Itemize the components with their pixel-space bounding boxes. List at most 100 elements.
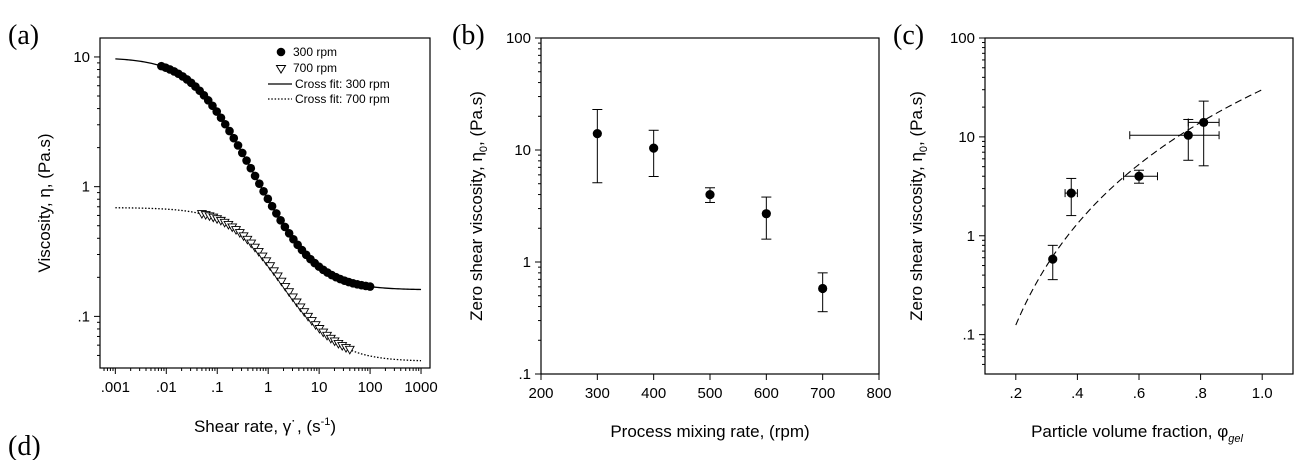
x-tick-label: 200 [528,385,553,402]
data-point-300rpm [280,222,290,232]
data-point [1199,117,1209,128]
data-point-300rpm [263,194,273,204]
data-point [1134,171,1144,181]
data-point-700rpm [284,288,295,298]
data-point-300rpm [250,171,260,181]
x-tick-label: 100 [358,379,383,396]
data-point-300rpm [242,156,251,165]
y-tick-label: 1 [967,228,975,245]
x-tick-label: 1 [264,379,272,396]
panel-a: (a) .001 .01 .1 1 10 100 1000 .1 1 10 300 rpm 700… [8,20,438,436]
x-axis-label-a: Shear rate, γ˙, (s-1) [194,416,336,436]
data-point-700rpm [344,345,355,355]
data-point-300rpm [233,141,243,150]
legend-marker-300rpm [276,47,286,57]
x-axis-label-b: Process mixing rate, (rpm) [610,422,809,441]
panel-label-b: (b) [452,20,485,51]
data-point-300rpm [225,126,234,136]
fit-curve-line [1015,89,1263,326]
data-point-300rpm [216,113,226,123]
legend-label-crossfit-300: Cross fit: 300 rpm [295,77,390,91]
y-tick-label: .1 [518,366,531,383]
panel-label-d: (d) [8,431,41,460]
data-point [1048,254,1058,264]
data-point-300rpm [220,119,230,129]
y-axis-label-c: Zero shear viscosity, η0, (Pa.s) [907,91,930,321]
x-tick-label: 400 [641,385,666,402]
x-tick-label: .01 [156,379,177,396]
data-point-300rpm [276,216,285,225]
data-point [705,189,715,200]
axis-ticks-b: 200 300 400 500 600 700 800 .1 1 10 100 [506,30,892,402]
data-point [818,283,828,294]
y-tick-label: .1 [77,308,90,325]
x-tick-label: .1 [211,379,224,396]
data-point-300rpm [267,201,277,211]
x-tick-label: .8 [1194,385,1207,402]
axis-ticks-c: .2 .4 .6 .8 1.0 .1 1 10 100 [950,30,1273,402]
x-tick-label: 600 [754,385,779,402]
x-tick-label: 10 [311,379,328,396]
y-axis-label-a: Viscosity, η, (Pa.s) [35,133,54,272]
data-point-300rpm [212,107,222,116]
legend-label-700rpm: 700 rpm [293,61,337,75]
plot-frame-a [99,37,431,369]
series-group-a [115,58,422,362]
legend-marker-700rpm [275,65,287,74]
axis-ticks-a: .001 .01 .1 1 10 100 1000 .1 1 10 [73,49,437,396]
x-tick-label: 300 [585,385,610,402]
data-point-300rpm [229,133,239,143]
legend-label-crossfit-700: Cross fit: 700 rpm [295,92,390,106]
panel-label-a: (a) [8,20,39,51]
y-tick-label: 1 [82,179,90,196]
data-point-300rpm [255,179,264,188]
series-group-b [592,108,828,313]
x-tick-label: .2 [1010,385,1023,402]
x-tick-label: .6 [1133,385,1146,402]
data-point-700rpm [276,277,287,287]
y-tick-label: 100 [506,30,531,47]
data-point-700rpm [249,243,261,253]
data-point-300rpm [365,282,375,291]
y-tick-label: 100 [950,30,975,47]
data-point [761,209,771,219]
x-axis-label-c: Particle volume fraction, φgel [1031,422,1243,445]
x-tick-label: 700 [810,385,835,402]
data-point-700rpm [261,257,272,267]
data-point [1066,188,1076,198]
data-point-700rpm [299,308,310,318]
data-point-700rpm [280,283,291,292]
data-point-300rpm [272,209,281,218]
data-point-300rpm [284,228,294,238]
data-point-700rpm [303,312,314,322]
x-tick-label: 1.0 [1252,385,1273,402]
crossfit-700-line [115,207,422,362]
data-point [592,129,602,139]
data-point-300rpm [246,163,256,173]
x-tick-label: 500 [697,385,722,402]
x-tick-label: .001 [101,379,130,396]
data-point [1183,130,1193,140]
y-tick-label: 10 [958,129,975,146]
y-tick-label: 10 [73,49,90,66]
data-point-700rpm [291,298,302,308]
x-tick-label: 800 [866,385,891,402]
y-tick-label: 1 [523,254,531,271]
x-tick-label: 1000 [404,379,437,396]
series-group-c [1047,100,1220,281]
plot-frame-b [540,37,880,375]
x-tick-label: .4 [1071,385,1084,402]
plot-frame-c [984,37,1294,375]
data-point-700rpm [272,272,283,282]
data-point-700rpm [265,262,276,272]
y-tick-label: 10 [514,142,531,159]
data-point-700rpm [268,267,280,277]
panel-b: (b) 200 300 400 500 600 700 800 .1 1 10 100 Proces… [452,20,892,441]
panel-label-c: (c) [893,20,924,51]
data-point-300rpm [237,148,247,158]
data-point-700rpm [253,248,264,257]
data-point-300rpm [259,187,268,196]
y-tick-label: .1 [962,327,975,344]
y-axis-label-b: Zero shear viscosity, η0, (Pa.s) [467,91,490,321]
